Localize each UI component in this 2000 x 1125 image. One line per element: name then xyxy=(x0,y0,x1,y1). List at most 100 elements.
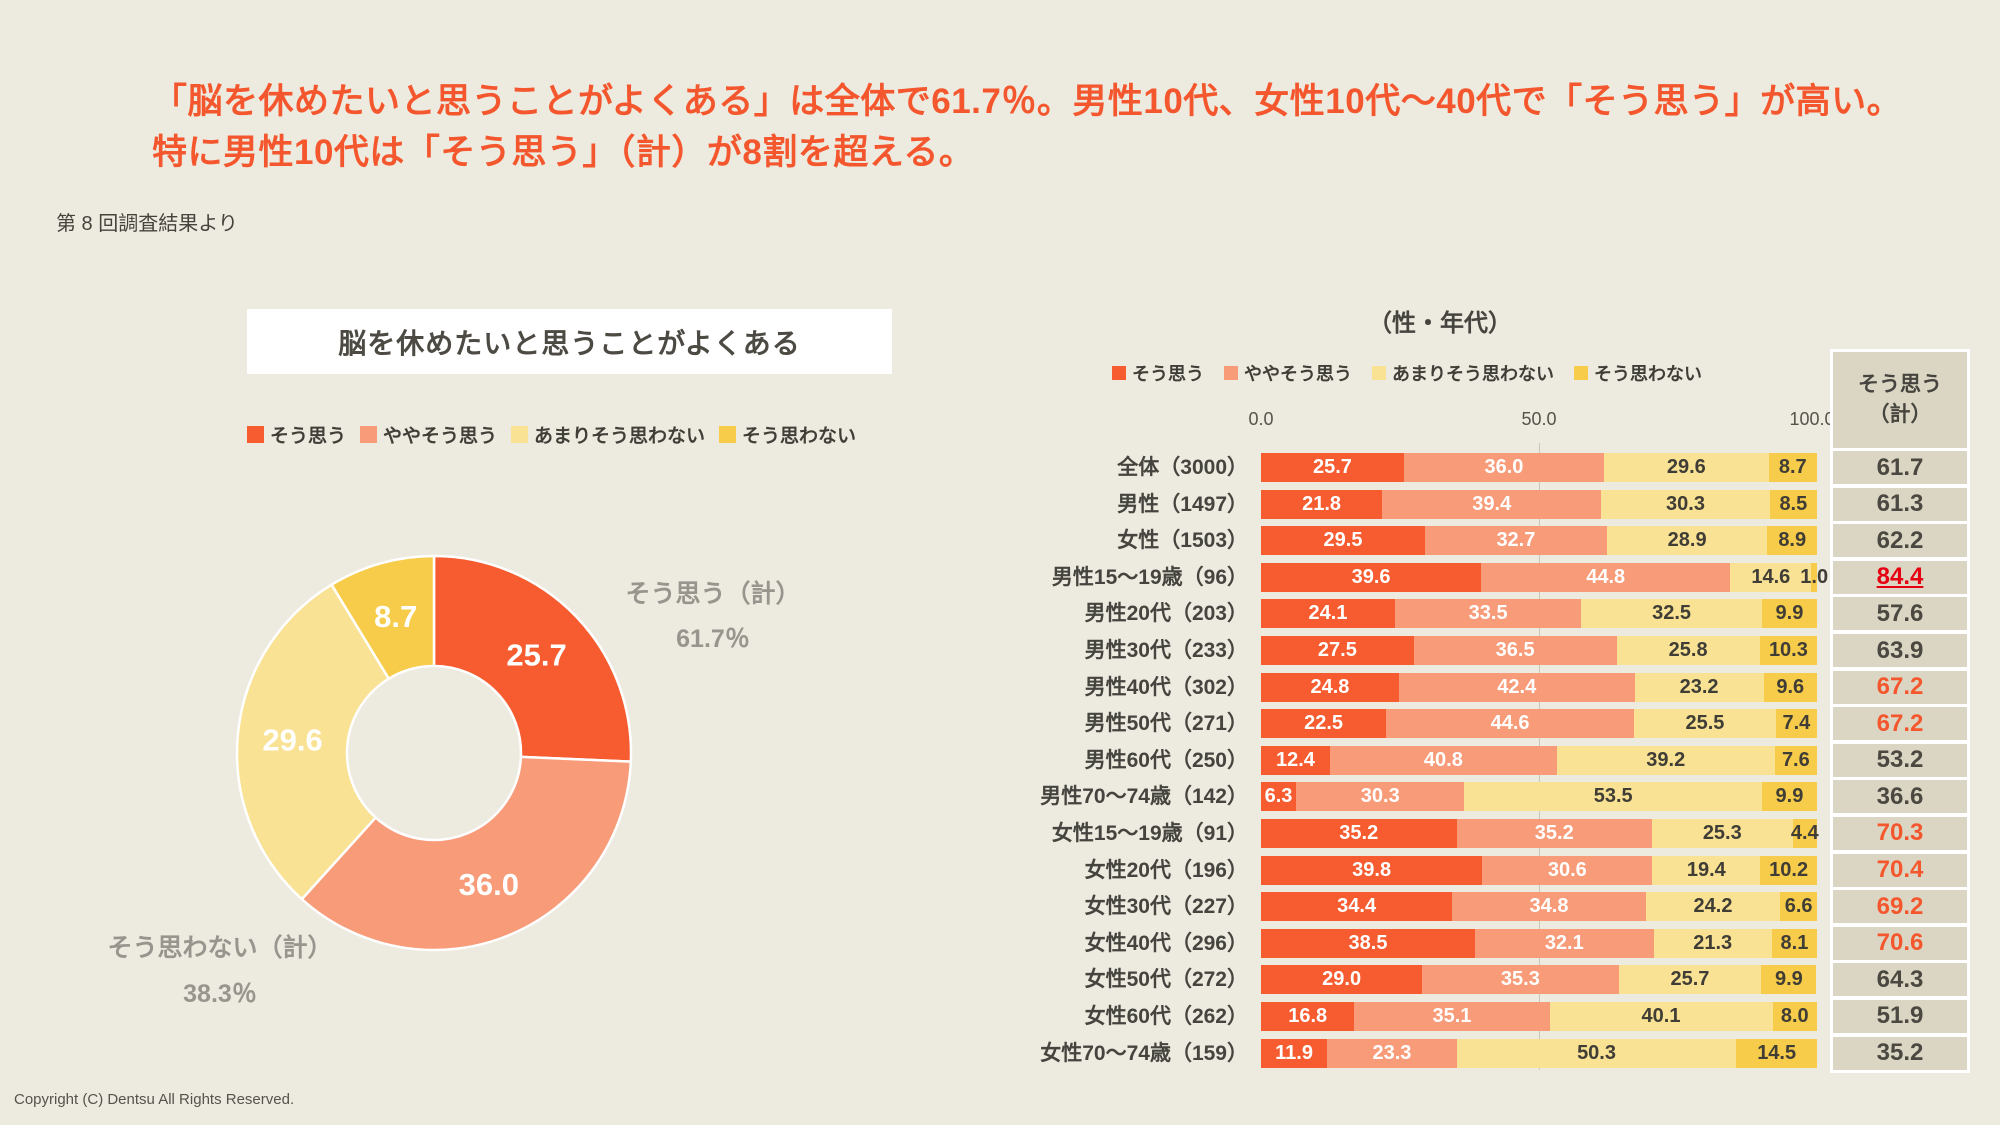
agree-total-cell: 67.2 xyxy=(1833,670,1967,704)
bar-segment-2: 24.2 xyxy=(1645,892,1781,922)
bar-segment-3: 8.1 xyxy=(1771,928,1817,958)
bar-segment-3: 8.9 xyxy=(1767,526,1817,556)
copyright-notice: Copyright (C) Dentsu All Rights Reserved… xyxy=(14,1091,295,1108)
bar-segment-value: 40.1 xyxy=(1641,1005,1681,1027)
bar-segment-value: 25.7 xyxy=(1670,968,1710,991)
legend-item-2: あまりそう思わない xyxy=(1372,360,1554,386)
donut-chart-title-box: 脳を休めたいと思うことがよくある xyxy=(247,309,892,374)
bar-segment-value: 9.9 xyxy=(1775,968,1803,991)
bar-segment-2: 19.4 xyxy=(1652,855,1761,885)
bar-segment-0: 38.5 xyxy=(1261,928,1476,958)
agree-total-cell: 70.3 xyxy=(1833,816,1967,851)
bar-segment-value: 25.5 xyxy=(1685,712,1725,735)
agree-total-cell: 51.9 xyxy=(1833,999,1967,1033)
bar-row-label: 女性（1503） xyxy=(1117,529,1248,553)
donut-chart-title: 脳を休めたいと思うことがよくある xyxy=(338,327,801,359)
bar-segment-value: 25.7 xyxy=(1312,456,1352,478)
bar-segment-1: 35.2 xyxy=(1456,819,1653,848)
bar-row: 39.6 44.8 14.6 1.0 xyxy=(1261,562,1828,592)
bar-row: 22.5 44.6 25.5 7.4 xyxy=(1261,709,1817,739)
bar-segment-value: 35.2 xyxy=(1534,822,1574,844)
legend-swatch-icon xyxy=(1574,366,1588,380)
legend-item-0: そう思う xyxy=(247,421,346,448)
bar-segment-value: 40.8 xyxy=(1423,748,1463,771)
bar-segment-3: 10.3 xyxy=(1759,636,1818,665)
agree-total-column: そう思う （計） 61.7 61.3 62.2 84.4 57.6 63.9 67.2 67.… xyxy=(1830,349,1970,1073)
bar-segment-value: 24.2 xyxy=(1693,895,1733,918)
bar-segment-3: 8.0 xyxy=(1772,1002,1817,1031)
donut-slice-3 xyxy=(330,554,436,680)
donut-slice-value: 25.7 xyxy=(506,638,566,673)
bar-segment-0: 39.6 xyxy=(1261,562,1482,592)
agree-total-cell: 70.4 xyxy=(1833,853,1967,887)
bar-segment-value: 35.1 xyxy=(1432,1005,1472,1027)
bar-row-label: 男性20代（203） xyxy=(1084,602,1248,626)
bar-segment-value: 39.4 xyxy=(1472,492,1512,515)
bar-segment-3: 6.6 xyxy=(1780,892,1817,922)
agree-total-label: そう思う（計） xyxy=(625,580,801,608)
bar-segment-1: 30.3 xyxy=(1296,782,1465,812)
bar-segment-value: 39.8 xyxy=(1352,858,1392,881)
bar-segment-3: 9.9 xyxy=(1761,782,1817,812)
bar-segment-3: 9.9 xyxy=(1761,965,1817,995)
legend-label: あまりそう思わない xyxy=(1392,364,1554,384)
bar-segment-3: 9.6 xyxy=(1763,672,1817,702)
bar-segment-2: 40.1 xyxy=(1549,1002,1773,1031)
bar-segment-1: 44.6 xyxy=(1386,709,1635,739)
legend-label: あまりそう思わない xyxy=(534,426,706,447)
bar-row-label: 男性（1497） xyxy=(1117,492,1248,516)
bar-segment-value: 23.3 xyxy=(1372,1041,1412,1064)
bar-segment-value: 30.3 xyxy=(1360,785,1400,808)
bar-segment-2: 21.3 xyxy=(1653,928,1772,958)
bar-segment-2: 25.3 xyxy=(1652,819,1793,848)
bar-segment-2: 25.5 xyxy=(1634,709,1776,739)
donut-slice-value: 8.7 xyxy=(374,599,417,634)
bar-segment-value: 23.2 xyxy=(1679,675,1719,698)
legend-swatch-icon xyxy=(719,426,737,443)
agree-total-cell: 63.9 xyxy=(1833,633,1967,668)
bar-segment-value: 25.8 xyxy=(1668,639,1708,661)
bar-chart-legend: そう思う ややそう思う あまりそう思わない そう思わない xyxy=(1112,360,1702,386)
agree-total-cell: 69.2 xyxy=(1833,890,1967,924)
bar-segment-2: 28.9 xyxy=(1606,526,1768,556)
bar-segment-0: 27.5 xyxy=(1261,636,1414,665)
bar-segment-2: 30.3 xyxy=(1601,489,1770,519)
bar-segment-2: 53.5 xyxy=(1464,782,1762,812)
bar-segment-1: 40.8 xyxy=(1329,745,1557,775)
legend-item-2: あまりそう思わない xyxy=(511,421,705,448)
agree-total-cell: 53.2 xyxy=(1833,743,1967,777)
bar-segment-value: 27.5 xyxy=(1317,639,1357,661)
bar-segment-value: 30.3 xyxy=(1666,492,1705,515)
bar-segment-1: 35.3 xyxy=(1422,965,1619,995)
bar-segment-3: 1.0 xyxy=(1800,562,1828,592)
bar-segment-3: 7.6 xyxy=(1774,745,1817,775)
heading-line-1: 「脳を休めたいと思うことがよくある」は全体で61.7％。男性10代、女性10代～… xyxy=(152,82,1903,121)
bar-segment-0: 24.1 xyxy=(1261,599,1395,629)
bar-segment-2: 29.6 xyxy=(1604,453,1769,482)
bar-segment-value: 6.3 xyxy=(1264,785,1293,808)
bar-row-label: 女性20代（196） xyxy=(1084,858,1248,882)
bar-row: 29.0 35.3 25.7 9.9 xyxy=(1261,965,1817,995)
legend-item-3: そう思わない xyxy=(1574,360,1702,386)
bar-segment-1: 36.5 xyxy=(1413,636,1617,665)
bar-segment-value: 35.3 xyxy=(1500,968,1540,991)
page-title: 「脳を休めたいと思うことがよくある」は全体で61.7％。男性10代、女性10代～… xyxy=(152,76,1932,178)
bar-row: 25.7 36.0 29.6 8.7 xyxy=(1261,453,1817,482)
bar-segment-0: 34.4 xyxy=(1261,892,1453,922)
bar-segment-value: 14.6 xyxy=(1751,565,1791,588)
bar-segment-0: 39.8 xyxy=(1261,855,1483,885)
bar-row-label: 女性60代（262） xyxy=(1084,1005,1248,1028)
bar-segment-value: 44.8 xyxy=(1586,565,1626,588)
bar-segment-value: 21.8 xyxy=(1302,492,1342,515)
bar-segment-value: 9.9 xyxy=(1775,602,1804,625)
bar-segment-1: 30.6 xyxy=(1482,855,1653,885)
bar-segment-0: 12.4 xyxy=(1261,745,1330,775)
bar-segment-0: 29.0 xyxy=(1261,965,1423,995)
bar-segment-value: 16.8 xyxy=(1288,1005,1328,1027)
bar-segment-0: 35.2 xyxy=(1261,819,1457,848)
legend-item-1: ややそう思う xyxy=(1224,360,1352,386)
bar-segment-value: 35.2 xyxy=(1339,822,1379,844)
bar-segment-value: 11.9 xyxy=(1275,1041,1313,1064)
bar-segment-value: 36.5 xyxy=(1495,639,1535,661)
bar-segment-3: 10.2 xyxy=(1760,855,1817,885)
